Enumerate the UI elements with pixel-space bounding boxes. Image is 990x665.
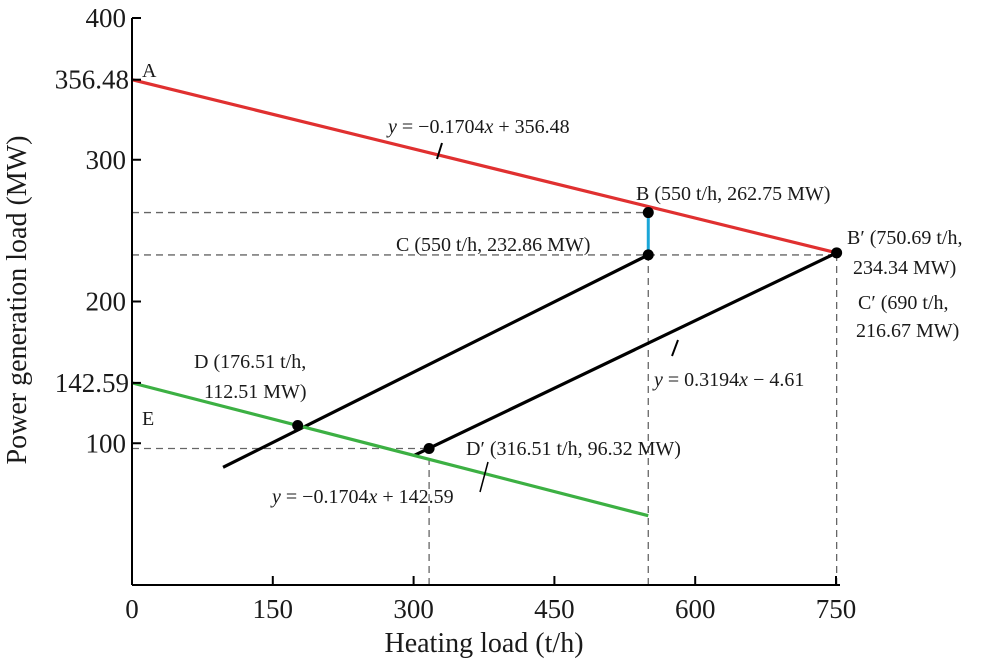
y-tick-label-200: 200: [86, 287, 127, 317]
leader-mid-equation: [671, 339, 679, 357]
annotation-b-prime-line2: 234.34 MW): [853, 257, 956, 279]
leader-bot-equation: [479, 461, 489, 493]
leader-top-equation: [436, 142, 443, 160]
equation-top: y = −0.1704x + 356.48: [386, 116, 570, 138]
y-tick-label-400: 400: [86, 3, 127, 33]
point-label-a: A: [142, 60, 157, 82]
equation-middle: y = 0.3194x − 4.61: [652, 369, 804, 391]
annotation-d-line2: 112.51 MW): [204, 381, 307, 403]
annotation-d-prime: D′ (316.51 t/h, 96.32 MW): [466, 438, 681, 460]
annotation-c: C (550 t/h, 232.86 MW): [396, 234, 590, 256]
x-tick-label-150: 150: [253, 594, 294, 624]
dashed-guide-lines: [132, 211, 838, 585]
axis-ticks: 0 150 300 450 600 750 100 200 300 400 356.48 142.59: [55, 3, 857, 624]
y-axis-title: Power generation load (MW): [2, 136, 33, 465]
data-point-3: [292, 420, 304, 432]
series-line-3: [131, 381, 649, 518]
series-line-2: [412, 251, 838, 458]
x-tick-label-450: 450: [534, 594, 575, 624]
x-tick-label-0: 0: [125, 594, 139, 624]
annotation-b: B (550 t/h, 262.75 MW): [636, 183, 830, 205]
y-tick-label-100: 100: [86, 428, 127, 458]
annotation-c-prime-line2: 216.67 MW): [856, 320, 959, 342]
annotation-b-prime-line1: B′ (750.69 t/h,: [847, 227, 963, 249]
equation-bottom: y = −0.1704x + 142.59: [270, 486, 454, 508]
series-line-1: [222, 253, 649, 469]
y-extra-label-0: 356.48: [55, 65, 129, 95]
annotation-d-line1: D (176.51 t/h,: [194, 351, 306, 373]
data-point-0: [642, 207, 654, 219]
data-point-1: [642, 249, 654, 261]
series-line-0: [131, 78, 838, 255]
data-point-4: [423, 442, 435, 454]
marked-points: [292, 207, 843, 454]
y-tick-label-300: 300: [86, 145, 127, 175]
x-tick-label-300: 300: [393, 594, 434, 624]
series-lines: [131, 78, 838, 518]
data-point-2: [831, 247, 843, 259]
annotation-c-prime-line1: C′ (690 t/h,: [858, 292, 949, 314]
y-extra-label-1: 142.59: [55, 368, 129, 398]
x-axis-title: Heating load (t/h): [384, 628, 583, 659]
x-tick-label-600: 600: [675, 594, 716, 624]
point-label-e: E: [142, 408, 154, 430]
x-tick-label-750: 750: [816, 594, 857, 624]
